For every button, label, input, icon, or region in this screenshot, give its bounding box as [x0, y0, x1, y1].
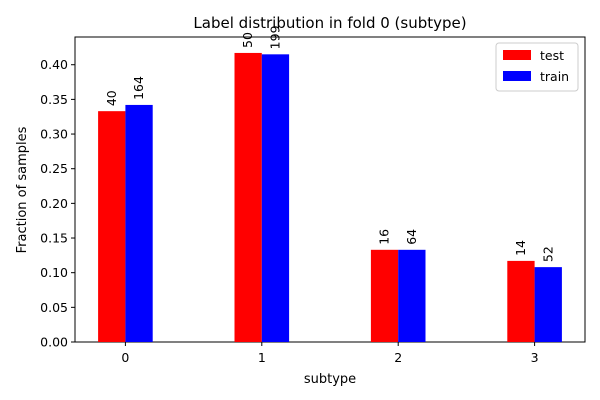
y-tick-label: 0.30 [40, 127, 68, 142]
x-tick-label: 1 [258, 350, 266, 365]
y-tick-label: 0.20 [40, 196, 68, 211]
x-ticks: 0 1 2 3 [121, 342, 539, 365]
bar-test-0 [98, 111, 126, 342]
legend: test train [495, 42, 579, 92]
y-tick-label: 0.05 [40, 300, 68, 315]
plot-frame [74, 36, 586, 343]
bars [98, 52, 562, 343]
bar-label-train-2: 64 [404, 229, 419, 245]
bar-label-train-3: 52 [540, 246, 555, 262]
y-tick-label: 0.40 [40, 57, 68, 72]
bar-test-3 [507, 260, 535, 342]
chart-title: Label distribution in fold 0 (subtype) [193, 14, 466, 32]
legend-label-train: train [540, 69, 569, 84]
bar-label-test-1: 50 [240, 32, 255, 48]
x-tick-label: 0 [121, 350, 129, 365]
y-tick-label: 0.10 [40, 265, 68, 280]
bar-train-0 [125, 104, 153, 342]
bar-test-2 [370, 249, 399, 342]
bar-train-3 [534, 267, 562, 342]
bar-label-test-3: 14 [513, 240, 528, 256]
bar-train-1 [261, 54, 290, 343]
x-axis-label: subtype [304, 372, 356, 387]
y-axis-label: Fraction of samples [15, 126, 30, 253]
y-tick-label: 0.00 [40, 335, 68, 350]
y-tick-label: 0.25 [40, 161, 68, 176]
bar-label-train-1: 199 [267, 25, 282, 49]
y-ticks: 0.00 0.05 0.10 0.15 0.20 0.25 0.30 0.35 0.40 [40, 57, 75, 350]
bar-test-1 [234, 52, 262, 343]
x-tick-label: 3 [531, 350, 539, 365]
bar-label-test-0: 40 [104, 90, 119, 106]
x-tick-label: 2 [394, 350, 402, 365]
bar-label-test-2: 16 [377, 229, 392, 245]
bar-label-train-0: 164 [131, 76, 146, 100]
y-tick-label: 0.35 [40, 92, 68, 107]
legend-swatch-test [503, 50, 531, 60]
bar-train-2 [398, 249, 426, 342]
y-tick-label: 0.15 [40, 231, 68, 246]
legend-swatch-train [503, 71, 531, 81]
legend-label-test: test [540, 48, 564, 63]
bar-labels: 40 50 16 14 164 199 64 52 [104, 25, 556, 262]
